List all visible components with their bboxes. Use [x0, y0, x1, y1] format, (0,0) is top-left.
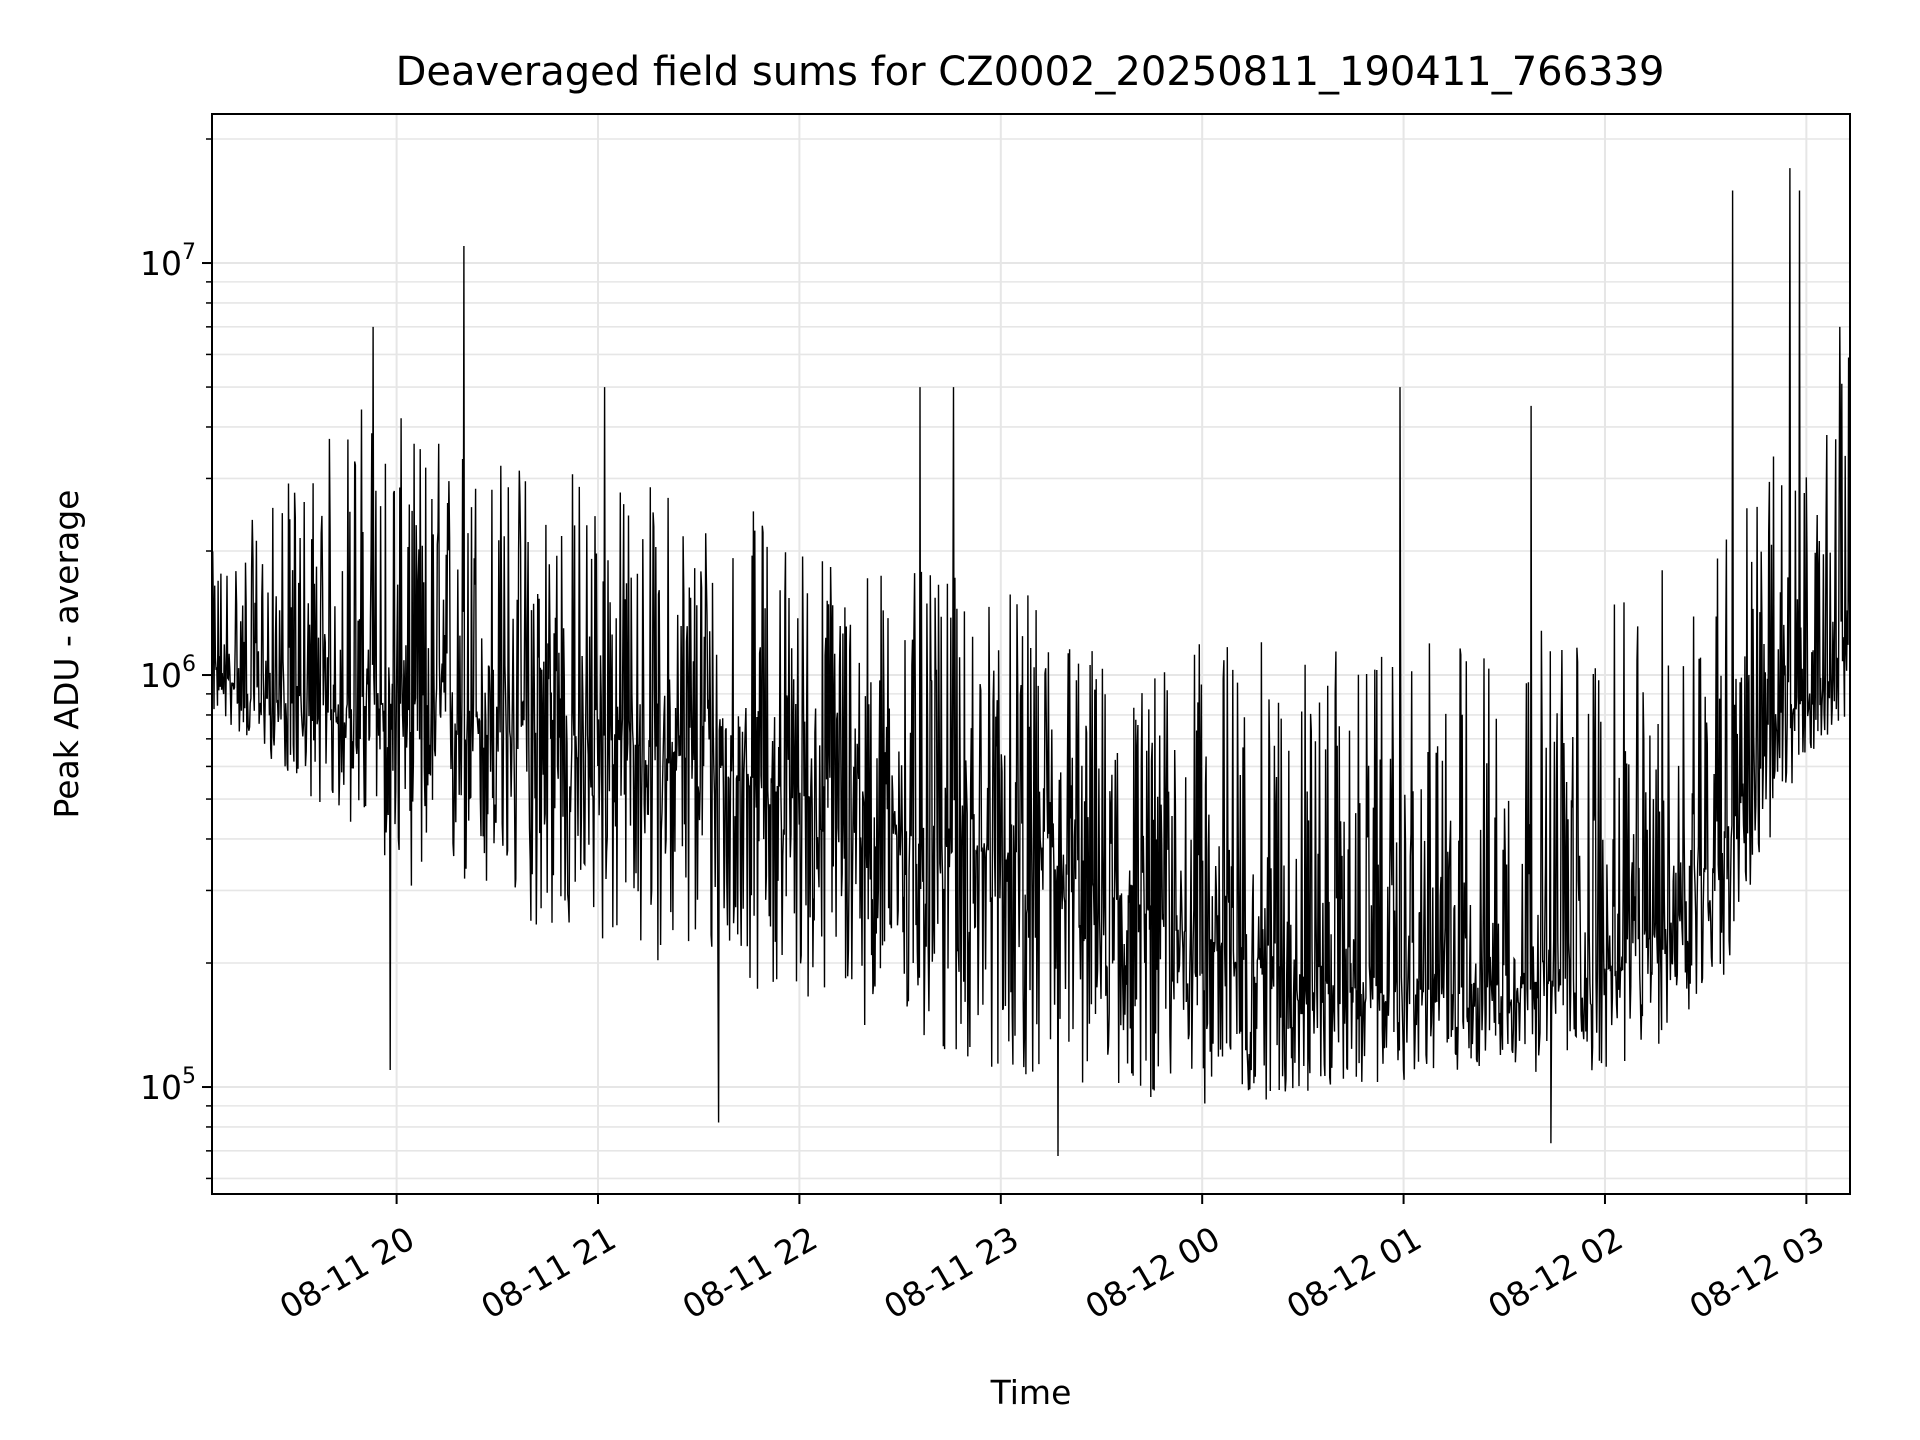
y-axis-label: Peak ADU - average — [47, 490, 86, 819]
y-tick-label: 107 — [140, 240, 196, 283]
data-series — [211, 168, 1851, 1157]
chart-title: Deaveraged field sums for CZ0002_2025081… — [396, 49, 1665, 95]
x-axis-label: Time — [990, 1373, 1072, 1412]
plot-frame — [211, 113, 1851, 1195]
y-tick-label: 106 — [140, 652, 196, 695]
y-tick-label: 105 — [140, 1064, 196, 1107]
series-line — [211, 168, 1851, 1157]
y-axis-ticks: 105 106 107 — [140, 138, 212, 1180]
